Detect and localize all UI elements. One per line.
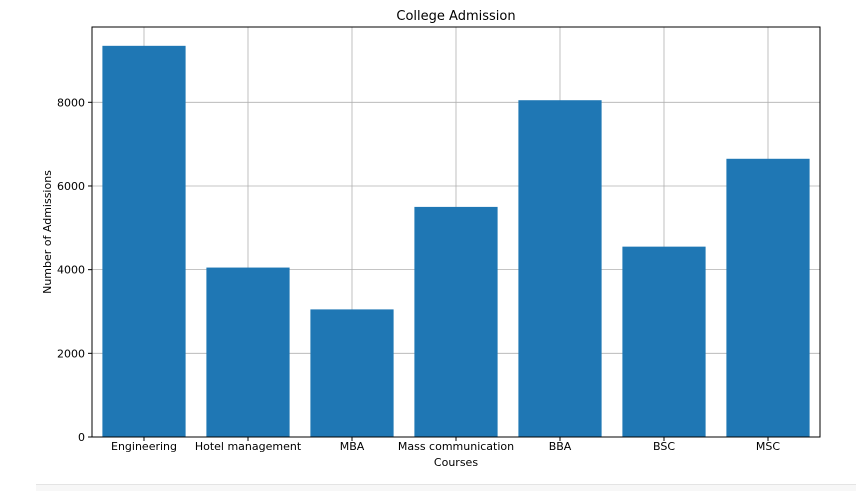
bar-mba — [310, 309, 394, 437]
x-tick-label: BSC — [653, 440, 675, 453]
y-tick-label: 8000 — [57, 96, 85, 109]
bars-group — [102, 45, 810, 438]
bar-engineering — [102, 45, 186, 437]
x-tick-label: Mass communication — [398, 440, 514, 453]
bar-bsc — [622, 246, 706, 437]
x-tick-label: Engineering — [111, 440, 177, 453]
bar-bba — [518, 100, 602, 437]
x-tick-label: MSC — [756, 440, 780, 453]
bottom-strip — [36, 484, 856, 491]
chart-title: College Admission — [396, 9, 515, 24]
y-axis-ticks: 0 2000 4000 6000 8000 — [57, 96, 92, 444]
x-tick-label: MBA — [340, 440, 365, 453]
x-axis-title: Courses — [434, 456, 478, 469]
y-axis-title: Number of Admissions — [41, 170, 54, 294]
x-axis-ticks: Engineering Hotel management MBA Mass commu… — [111, 437, 780, 453]
bar-mass-communication — [414, 206, 498, 437]
x-tick-label: BBA — [549, 440, 572, 453]
y-tick-label: 2000 — [57, 347, 85, 360]
y-tick-label: 6000 — [57, 180, 85, 193]
x-tick-label: Hotel management — [195, 440, 302, 453]
bar-hotel-management — [206, 267, 290, 437]
y-tick-label: 4000 — [57, 264, 85, 277]
bar-msc — [726, 158, 810, 438]
y-tick-label: 0 — [78, 431, 85, 444]
